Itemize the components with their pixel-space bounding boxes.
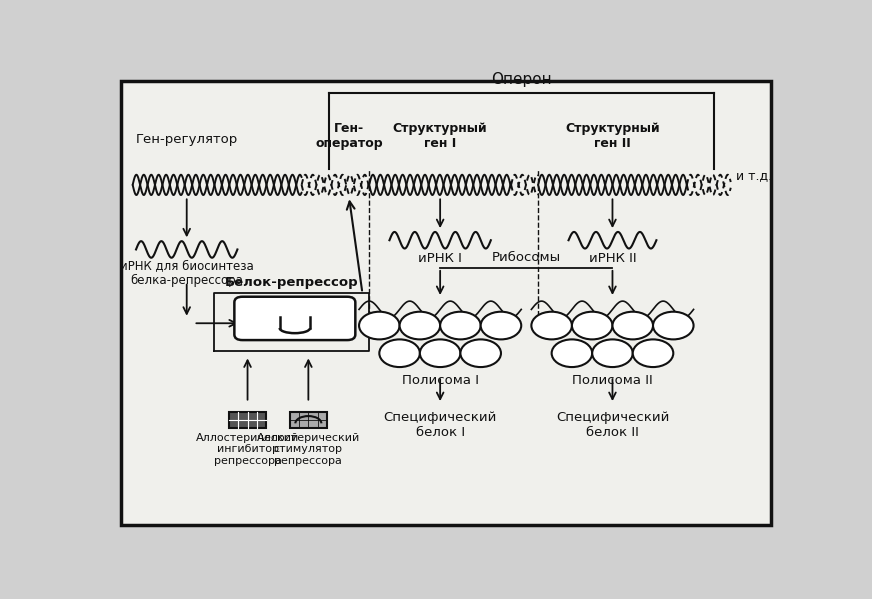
FancyBboxPatch shape (235, 297, 355, 340)
Circle shape (653, 311, 693, 340)
Text: Специфический
белок I: Специфический белок I (384, 411, 497, 439)
Bar (290, 412, 327, 428)
Circle shape (379, 340, 420, 367)
Circle shape (592, 340, 633, 367)
Text: Специфический
белок II: Специфический белок II (555, 411, 669, 439)
Bar (229, 412, 266, 428)
Circle shape (420, 340, 460, 367)
Circle shape (480, 311, 521, 340)
Bar (280, 314, 310, 335)
Text: Аллостерический
ингибитор
репрессора: Аллостерический ингибитор репрессора (196, 433, 299, 466)
Circle shape (460, 340, 501, 367)
Text: Аллостерический
стимулятор
репрессора: Аллостерический стимулятор репрессора (256, 433, 360, 466)
Text: Ген-
оператор: Ген- оператор (315, 122, 383, 150)
Circle shape (572, 311, 612, 340)
Circle shape (399, 311, 440, 340)
Circle shape (552, 340, 592, 367)
Text: Полисома II: Полисома II (572, 374, 653, 387)
Text: Рибосомы: Рибосомы (492, 251, 561, 264)
Text: Структурный
ген I: Структурный ген I (392, 122, 487, 150)
FancyBboxPatch shape (121, 81, 771, 525)
Text: иРНК II: иРНК II (589, 252, 637, 265)
Text: иРНК I: иРНК I (419, 252, 462, 265)
Circle shape (633, 340, 673, 367)
Text: Полисома I: Полисома I (402, 374, 479, 387)
Circle shape (531, 311, 572, 340)
Text: Структурный
ген II: Структурный ген II (565, 122, 660, 150)
Text: Оперон: Оперон (491, 72, 552, 87)
Circle shape (440, 311, 480, 340)
Circle shape (612, 311, 653, 340)
Text: Белок-репрессор: Белок-репрессор (225, 276, 358, 289)
Text: Ген-регулятор: Ген-регулятор (135, 132, 238, 146)
Text: и т.д.: и т.д. (736, 169, 773, 182)
Circle shape (359, 311, 399, 340)
Text: иРНК для биосинтеза
белка-репрессора: иРНК для биосинтеза белка-репрессора (119, 259, 254, 287)
